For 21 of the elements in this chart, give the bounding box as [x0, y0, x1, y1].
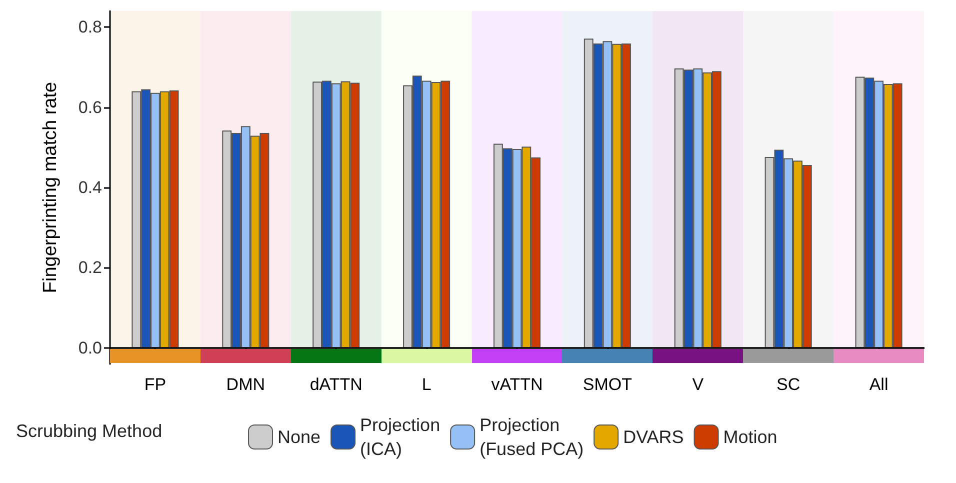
x-tick-label: SC [776, 375, 800, 394]
legend-label: Motion [723, 427, 778, 447]
x-tick-label: V [692, 375, 704, 394]
x-tick-label: All [869, 375, 888, 394]
legend-label: Projection (Fused PCA) [480, 415, 584, 459]
x-tick-label: dATTN [310, 375, 362, 394]
y-tick-label: 0.8 [78, 18, 102, 37]
y-tick-label: 0.2 [78, 258, 102, 278]
y-tick-label: 0.4 [78, 178, 102, 197]
legend-label: None [278, 427, 321, 447]
x-tick-label: DMN [226, 375, 266, 394]
legend-label: DVARS [623, 427, 684, 447]
y-tick-label: 0.0 [78, 338, 102, 358]
y-tick-label: 0.6 [78, 98, 102, 117]
legend-label: Projection (ICA) [360, 415, 440, 459]
legend-title: Scrubbing Method [16, 421, 162, 441]
x-tick-label: L [422, 375, 432, 394]
x-tick-label: vATTN [491, 375, 543, 394]
x-tick-label: FP [144, 375, 166, 394]
y-axis-title: Fingerprinting match rate [40, 82, 61, 294]
x-tick-label: SMOT [582, 375, 632, 394]
